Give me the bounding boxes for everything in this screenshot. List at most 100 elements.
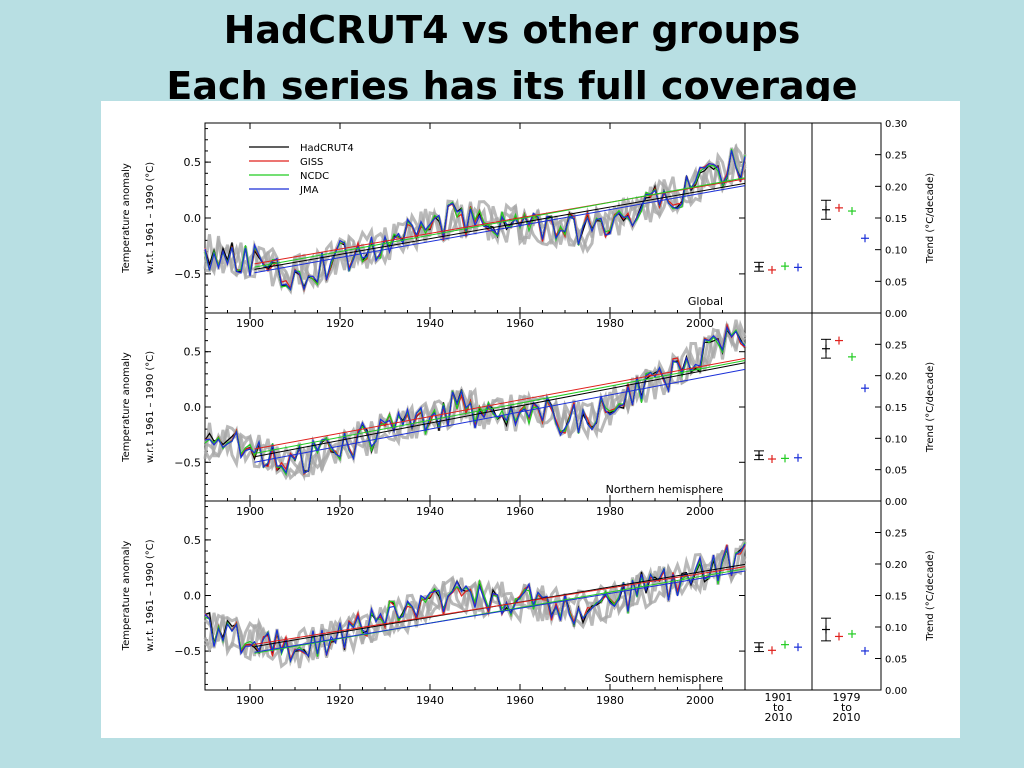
panel-title: Southern hemisphere <box>604 672 723 685</box>
trend-axis-tick-label: 0.25 <box>885 151 907 162</box>
x-tick-label: 2000 <box>686 505 714 518</box>
giss-trend-line <box>254 566 746 645</box>
x-tick-label: 1960 <box>506 505 534 518</box>
y-tick-label: 0.0 <box>184 212 202 225</box>
legend-label-jma: JMA <box>299 185 319 196</box>
y-tick-label: 0.0 <box>184 590 202 603</box>
trend-axis-tick-label: 0.10 <box>885 434 907 445</box>
x-tick-label: 1960 <box>506 694 534 707</box>
x-tick-label: 1980 <box>596 694 624 707</box>
y-tick-label: 0.5 <box>184 534 202 547</box>
x-tick-label: 1960 <box>506 317 534 330</box>
y-axis-label: Temperature anomaly <box>121 541 132 652</box>
jma-series-line <box>204 543 746 664</box>
legend-label-giss: GISS <box>300 157 323 168</box>
figure-panel: −0.5 0.0 0.5 1900 1920 1940 1960 1980 2000 Temper… <box>101 101 960 738</box>
trend-period-early-label: 1901 <box>765 691 793 704</box>
southern-hemisphere-panel: −0.5 0.0 0.5 1900 1920 1940 1960 1980 2000 Temper… <box>121 500 936 707</box>
x-tick-label: 1980 <box>596 505 624 518</box>
trend-frame-early <box>744 122 813 314</box>
trend-axis-label: Trend (°C/decade) <box>925 362 936 453</box>
x-tick-label: 1920 <box>326 694 354 707</box>
trend-period-recent-label: 1979 <box>833 691 861 704</box>
x-tick-label: 2000 <box>686 317 714 330</box>
trend-axis-tick-label: 0.05 <box>885 277 907 288</box>
trend-axis-tick-label: 0.00 <box>885 309 907 320</box>
ncdc-series-line <box>204 542 746 664</box>
hadcrut4-trend-line <box>254 362 746 458</box>
jma-trend-line <box>254 368 746 463</box>
x-tick-label: 1920 <box>326 505 354 518</box>
x-tick-label: 1900 <box>236 694 264 707</box>
trend-frame-early <box>744 312 813 502</box>
trend-period-recent-label: to <box>841 701 852 714</box>
trend-frame-recent <box>811 500 882 691</box>
y-tick-label: −0.5 <box>174 268 201 281</box>
y-axis-label: Temperature anomaly <box>121 352 132 463</box>
trend-axis-tick-label: 0.05 <box>885 466 907 477</box>
trend-axis-tick-label: 0.25 <box>885 529 907 540</box>
y-tick-label: 0.5 <box>184 346 202 359</box>
x-tick-label: 1900 <box>236 317 264 330</box>
trend-period-early-label: to <box>773 701 784 714</box>
panel-title: Global <box>688 295 723 308</box>
legend-label-hadcrut4: HadCRUT4 <box>300 143 354 154</box>
trend-axis-label: Trend (°C/decade) <box>925 550 936 641</box>
x-tick-label: 1940 <box>416 505 444 518</box>
x-tick-label: 1940 <box>416 317 444 330</box>
y-tick-label: −0.5 <box>174 456 201 469</box>
y-tick-label: 0.0 <box>184 401 202 414</box>
trend-axis-tick-label: 0.30 <box>885 119 907 130</box>
x-tick-label: 1980 <box>596 317 624 330</box>
ncdc-trend-line <box>254 568 746 654</box>
giss-trend-line <box>254 357 746 450</box>
trend-axis-tick-label: 0.00 <box>885 686 907 697</box>
y-axis-label-units: w.r.t. 1961 – 1990 (°C) <box>145 351 156 463</box>
trend-axis-tick-label: 0.15 <box>885 403 907 414</box>
jma-trend-line <box>254 185 746 274</box>
ensemble-member-line <box>204 541 747 669</box>
trend-axis-tick-label: 0.20 <box>885 372 907 383</box>
trend-axis-tick-label: 0.20 <box>885 182 907 193</box>
y-axis-label-units: w.r.t. 1961 – 1990 (°C) <box>145 162 156 274</box>
trend-axis-tick-label: 0.15 <box>885 592 907 603</box>
y-tick-label: −0.5 <box>174 645 201 658</box>
ensemble-member-line <box>203 323 747 476</box>
trend-axis-tick-label: 0.10 <box>885 623 907 634</box>
northern-hemisphere-panel: −0.5 0.0 0.5 1900 1920 1940 1960 1980 2000 Temper… <box>121 312 936 518</box>
trend-frame-recent <box>811 312 882 502</box>
x-tick-label: 1900 <box>236 505 264 518</box>
ncdc-trend-line <box>254 177 746 268</box>
y-tick-label: 0.5 <box>184 156 202 169</box>
x-tick-label: 2000 <box>686 694 714 707</box>
trend-axis-tick-label: 0.15 <box>885 214 907 225</box>
trend-axis-tick-label: 0.20 <box>885 560 907 571</box>
x-tick-label: 1920 <box>326 317 354 330</box>
y-axis-label-units: w.r.t. 1961 – 1990 (°C) <box>145 539 156 651</box>
trend-period-early-label: 2010 <box>765 711 793 724</box>
trend-frame-early <box>744 500 813 691</box>
trend-period-recent-label: 2010 <box>833 711 861 724</box>
giss-series-line <box>204 150 746 293</box>
ncdc-series-line <box>204 148 746 292</box>
jma-series-line <box>204 325 746 474</box>
ncdc-trend-line <box>254 360 746 454</box>
trend-axis-tick-label: 0.25 <box>885 340 907 351</box>
panel-title: Northern hemisphere <box>606 483 724 496</box>
slide-title-line-2: Each series has its full coverage <box>166 64 858 108</box>
trend-axis-tick-label: 0.05 <box>885 655 907 666</box>
legend-label-ncdc: NCDC <box>300 171 329 182</box>
temperature-anomaly-figure: −0.5 0.0 0.5 1900 1920 1940 1960 1980 2000 Temper… <box>121 119 936 724</box>
ensemble-member-line <box>204 319 746 481</box>
ensemble-member-line <box>204 143 747 295</box>
y-axis-label: Temperature anomaly <box>121 163 132 274</box>
trend-axis-tick-label: 0.00 <box>885 497 907 508</box>
global-panel: −0.5 0.0 0.5 1900 1920 1940 1960 1980 2000 Temper… <box>121 119 936 330</box>
trend-axis-label: Trend (°C/decade) <box>925 173 936 264</box>
trend-axis-tick-label: 0.10 <box>885 246 907 257</box>
x-tick-label: 1940 <box>416 694 444 707</box>
slide-title-line-1: HadCRUT4 vs other groups <box>223 8 801 52</box>
hadcrut4-trend-line <box>254 182 746 270</box>
trend-frame-recent <box>811 122 882 314</box>
jma-trend-line <box>254 570 746 653</box>
